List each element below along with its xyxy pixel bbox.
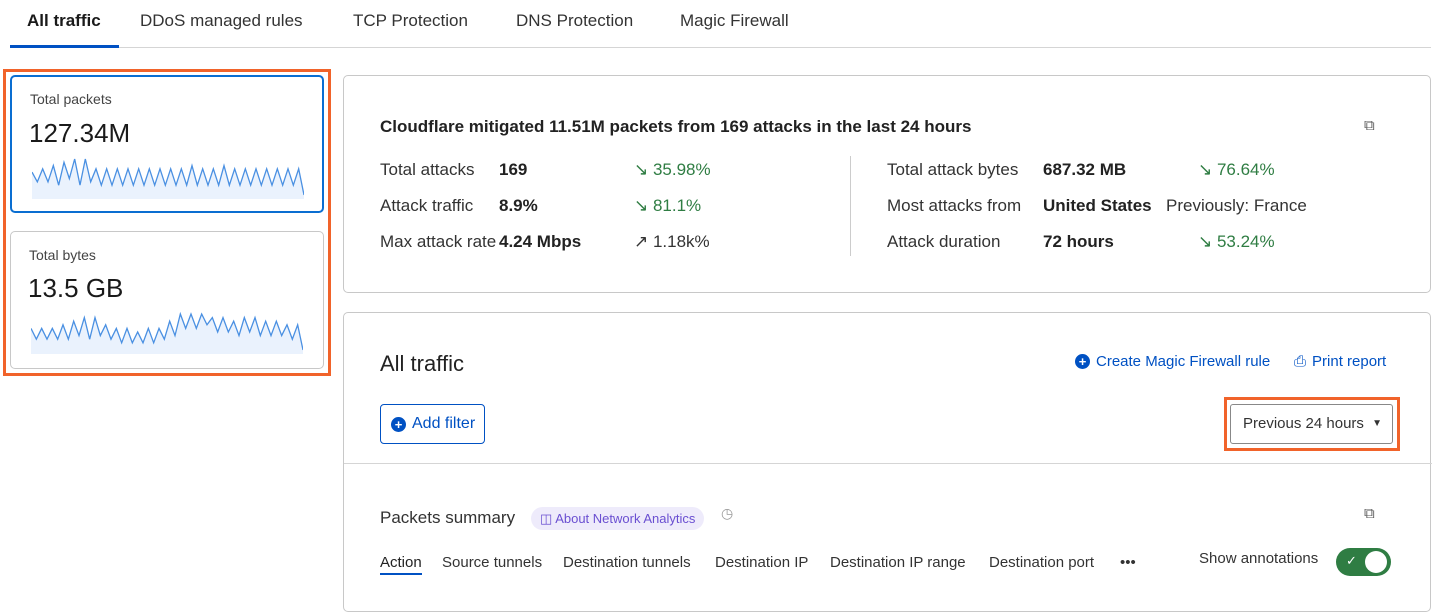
- change-value: 1.18k%: [652, 232, 710, 251]
- metric-change: ↘ 81.1%: [634, 196, 701, 216]
- add-filter-button[interactable]: + Add filter: [380, 404, 485, 444]
- metric-label: Attack duration: [887, 232, 1001, 251]
- tab-ddos-managed-rules[interactable]: DDoS managed rules: [140, 11, 303, 30]
- badge-label: About Network Analytics: [555, 511, 696, 526]
- metric-label: Total attack bytes: [887, 160, 1019, 179]
- change-value: 35.98%: [652, 160, 711, 179]
- tab-dns-protection[interactable]: DNS Protection: [516, 11, 634, 30]
- change-value: 53.24%: [1216, 232, 1275, 251]
- divider: [344, 463, 1432, 464]
- summary-headline: Cloudflare mitigated 11.51M packets from…: [380, 117, 972, 136]
- stat-value: 13.5 GB: [28, 273, 124, 303]
- trend-down-icon: ↘: [1198, 232, 1217, 251]
- print-report-link[interactable]: ⎙ Print report: [1294, 353, 1386, 370]
- total-packets-card[interactable]: Total packets 127.34M: [10, 75, 324, 213]
- time-range-select[interactable]: Previous 24 hours ▼: [1230, 404, 1393, 444]
- tab-all-traffic[interactable]: All traffic: [27, 11, 101, 30]
- printer-icon: ⎙: [1294, 353, 1307, 370]
- trend-up-icon: ↗: [634, 232, 653, 251]
- check-icon: ✓: [1346, 553, 1357, 568]
- copy-icon[interactable]: ⧉: [1364, 505, 1375, 522]
- packets-summary-title: Packets summary: [380, 508, 516, 527]
- metric-label: Total attacks: [380, 160, 475, 179]
- link-label: Print report: [1312, 353, 1387, 370]
- book-icon: ◫: [540, 511, 556, 526]
- sparkline-line: [31, 311, 303, 351]
- show-annotations-toggle[interactable]: ✓: [1336, 548, 1391, 576]
- caret-down-icon: ▼: [1372, 418, 1382, 429]
- tab-tcp-protection[interactable]: TCP Protection: [353, 11, 468, 30]
- create-firewall-rule-link[interactable]: + Create Magic Firewall rule: [1075, 353, 1270, 370]
- metric-change: ↘ 53.24%: [1198, 232, 1275, 252]
- all-traffic-card: All traffic + Create Magic Firewall rule …: [343, 312, 1432, 612]
- stat-label: Total packets: [30, 91, 112, 107]
- subtab-destination-ip-range[interactable]: Destination IP range: [830, 554, 966, 571]
- divider: [850, 156, 851, 256]
- metric-value: 687.32 MB: [1043, 160, 1127, 179]
- stat-label: Total bytes: [29, 247, 96, 263]
- trend-down-icon: ↘: [634, 160, 653, 179]
- more-subtabs-button[interactable]: •••: [1120, 554, 1136, 571]
- select-value: Previous 24 hours: [1243, 415, 1364, 432]
- toggle-knob: [1365, 551, 1387, 573]
- sparkline-line: [32, 158, 304, 196]
- clock-icon: ◷: [721, 505, 734, 521]
- stat-value: 127.34M: [29, 118, 131, 148]
- metric-value: United States: [1043, 196, 1152, 215]
- highlight-box: [3, 69, 331, 376]
- copy-icon[interactable]: ⧉: [1364, 117, 1375, 134]
- change-value: 81.1%: [652, 196, 702, 215]
- plus-circle-icon: +: [1075, 354, 1090, 369]
- active-tab-indicator: [10, 45, 119, 48]
- metric-label: Attack traffic: [380, 196, 474, 215]
- metric-value: 72 hours: [1043, 232, 1114, 251]
- metric-change: ↗ 1.18k%: [634, 232, 710, 252]
- button-label: Add filter: [412, 415, 476, 432]
- subtab-action[interactable]: Action: [380, 554, 422, 575]
- change-value: 76.64%: [1216, 160, 1275, 179]
- metric-value: 4.24 Mbps: [499, 232, 582, 251]
- metric-change: Previously: France: [1166, 196, 1307, 216]
- packets-sparkline: [32, 158, 304, 199]
- tab-magic-firewall[interactable]: Magic Firewall: [680, 11, 789, 30]
- metric-label: Max attack rate: [380, 232, 497, 251]
- attack-summary-card: Cloudflare mitigated 11.51M packets from…: [343, 75, 1431, 293]
- trend-down-icon: ↘: [1198, 160, 1217, 179]
- trend-down-icon: ↘: [634, 196, 653, 215]
- tab-bar: [10, 0, 1431, 48]
- metric-value: 169: [499, 160, 528, 179]
- subtab-destination-ip[interactable]: Destination IP: [715, 554, 809, 571]
- section-title: All traffic: [380, 351, 464, 376]
- highlight-box: [1224, 397, 1400, 451]
- metric-change: ↘ 76.64%: [1198, 160, 1275, 180]
- link-label: Create Magic Firewall rule: [1096, 353, 1271, 370]
- change-value: Previously: France: [1166, 196, 1307, 215]
- bytes-sparkline: [31, 311, 303, 354]
- metric-change: ↘ 35.98%: [634, 160, 711, 180]
- sparkline-area: [31, 314, 303, 354]
- subtab-source-tunnels[interactable]: Source tunnels: [442, 554, 543, 571]
- show-annotations-label: Show annotations: [1199, 550, 1319, 567]
- metric-label: Most attacks from: [887, 196, 1022, 215]
- subtab-destination-tunnels[interactable]: Destination tunnels: [563, 554, 691, 571]
- total-bytes-card[interactable]: Total bytes 13.5 GB: [10, 231, 324, 369]
- subtab-destination-port[interactable]: Destination port: [989, 554, 1095, 571]
- plus-circle-icon: +: [391, 416, 406, 432]
- metric-value: 8.9%: [499, 196, 538, 215]
- about-network-analytics-badge[interactable]: ◫ About Network Analytics: [531, 507, 705, 530]
